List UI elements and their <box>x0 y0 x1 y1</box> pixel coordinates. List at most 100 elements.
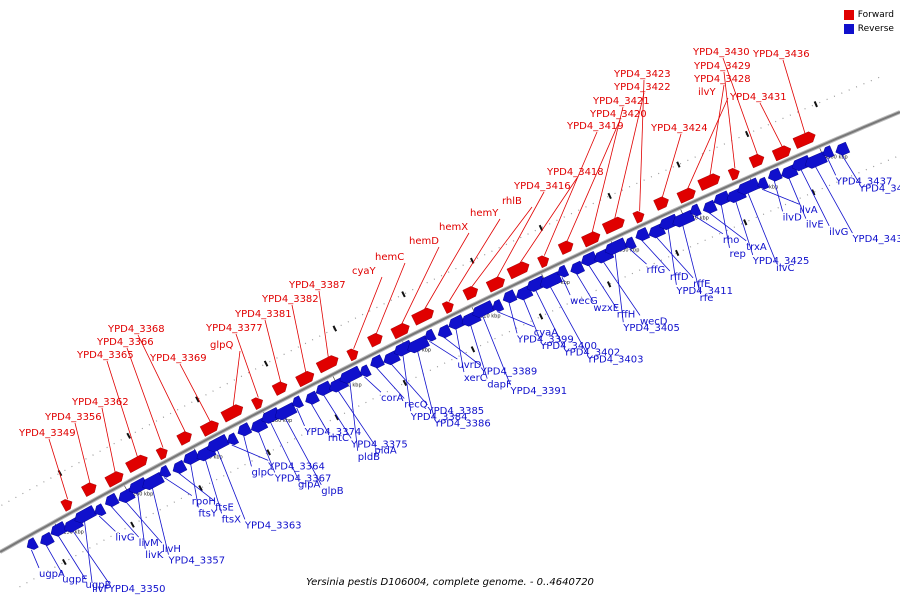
reverse-leader <box>98 515 116 532</box>
reverse-leader <box>470 324 488 379</box>
forward-gene-label: YPD4_3369 <box>149 353 207 364</box>
reverse-gene-label: xerC <box>464 373 487 384</box>
forward-gene-label: YPD4_3382 <box>261 294 319 305</box>
forward-leader <box>264 319 282 383</box>
forward-leader <box>137 334 186 433</box>
reverse-gene-label: cyaA <box>534 328 559 339</box>
reverse-gene-label: wecD <box>640 316 668 327</box>
forward-gene <box>155 447 168 461</box>
reverse-leader <box>720 204 730 248</box>
reverse-gene-label: YPD4_3374 <box>304 427 362 438</box>
forward-gene-label: YPD4_3366 <box>96 337 154 348</box>
reverse-gene-label: ilvE <box>806 220 824 231</box>
reverse-gene-label: YPD4_3364 <box>267 461 325 472</box>
reverse-leader <box>482 315 511 386</box>
forward-gene-label: YPD4_3422 <box>613 82 671 93</box>
reverse-leader <box>429 340 458 360</box>
reverse-leader <box>31 549 40 569</box>
tick-label: 4330 kbp <box>616 247 640 253</box>
reverse-gene-label: YPD4_3437 <box>835 176 893 187</box>
legend-reverse-label: Reverse <box>857 24 894 34</box>
guide-mark <box>744 130 750 138</box>
reverse-gene-label: trxA <box>746 242 767 253</box>
reverse-leader <box>231 444 269 461</box>
guide-mark <box>606 281 612 288</box>
reverse-gene-label: wecG <box>570 296 598 307</box>
reverse-leader <box>735 200 754 256</box>
reverse-leader <box>402 354 412 412</box>
reverse-gene-label: YPD4_3399 <box>516 334 574 345</box>
reverse-leader <box>655 236 694 279</box>
reverse-leader <box>84 520 93 584</box>
forward-gene <box>199 420 219 437</box>
reverse-gene-label: YPD4_3425 <box>752 256 810 267</box>
reverse-leader <box>243 435 252 467</box>
forward-gene-label: ilvY <box>698 87 716 98</box>
forward-gene-label: YPD4_3423 <box>613 69 671 80</box>
reverse-gene <box>105 492 120 507</box>
forward-gene <box>220 404 244 423</box>
reverse-gene <box>40 531 55 546</box>
forward-gene <box>125 454 148 474</box>
guide-mark <box>676 161 681 168</box>
reverse-gene-label: livG <box>115 532 134 543</box>
reverse-leader <box>588 264 618 309</box>
reverse-leader <box>549 285 588 354</box>
guide-mark <box>470 346 476 353</box>
reverse-gene <box>557 264 570 278</box>
reverse-gene-label: YPD4_3363 <box>244 520 302 531</box>
reverse-leader <box>322 394 352 439</box>
forward-gene-label: YPD4_3421 <box>592 96 650 107</box>
reverse-gene-label: ilvA <box>799 205 817 216</box>
dotted-guide-upper <box>0 74 885 507</box>
legend-forward: Forward <box>843 8 894 22</box>
forward-leader <box>106 360 139 458</box>
forward-gene <box>295 370 315 388</box>
forward-gene <box>411 307 434 326</box>
reverse-gene <box>94 503 107 516</box>
reverse-gene <box>227 432 240 446</box>
reverse-leader <box>364 376 382 393</box>
reverse-gene <box>570 260 585 275</box>
reverse-gene-label: ftsY <box>198 508 217 519</box>
reverse-gene <box>359 364 372 378</box>
reverse-leader <box>216 449 246 520</box>
reverse-gene-label: YPD4_3411 <box>675 286 733 297</box>
reverse-gene <box>539 271 563 289</box>
guide-mark <box>334 414 340 421</box>
reverse-gene <box>767 167 783 182</box>
reverse-gene <box>702 199 718 214</box>
reverse-gene-label: YPD4_3385 <box>427 406 485 417</box>
forward-leader <box>235 333 259 398</box>
reverse-leader <box>629 248 647 265</box>
reverse-gene-label: ilvG <box>829 227 848 238</box>
reverse-gene <box>292 395 304 409</box>
reverse-gene-label: glpB <box>321 486 343 497</box>
reverse-gene-label: uvrD <box>457 360 481 371</box>
reverse-gene <box>274 402 298 421</box>
forward-gene <box>346 348 359 362</box>
reverse-leader <box>708 212 747 242</box>
forward-gene <box>506 261 530 280</box>
guide-mark <box>743 219 748 226</box>
forward-gene <box>271 381 288 396</box>
reverse-gene <box>407 335 430 354</box>
forward-leader <box>591 106 624 234</box>
reverse-leader <box>455 328 465 373</box>
forward-gene <box>390 323 410 340</box>
legend-forward-label: Forward <box>857 10 894 20</box>
reverse-leader <box>788 177 807 219</box>
forward-gene <box>462 286 479 301</box>
reverse-gene-label: YPD4_3357 <box>168 556 226 567</box>
forward-gene-label: YPD4_3387 <box>288 280 346 291</box>
reverse-leader <box>417 350 435 418</box>
reverse-gene-label: YPD4_3350 <box>108 584 166 595</box>
reverse-gene-label: YPD4_3386 <box>433 419 491 430</box>
forward-leader <box>48 438 69 500</box>
forward-leader <box>614 92 645 220</box>
forward-gene-label: YPD4_3368 <box>107 324 165 335</box>
reverse-leader <box>535 289 564 347</box>
reverse-gene-label: YPD4_3375 <box>350 439 408 450</box>
forward-gene-label: YPD4_3349 <box>18 428 76 439</box>
forward-gene <box>60 499 73 512</box>
